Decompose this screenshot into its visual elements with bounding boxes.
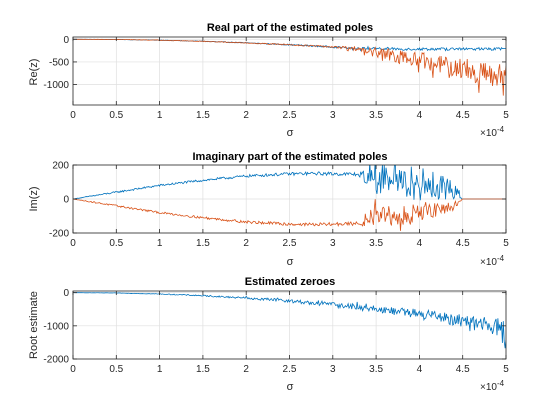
x-tick-label: 4 xyxy=(417,364,423,375)
x-axis-label: σ xyxy=(287,381,294,393)
panel-imag-poles: Imaginary part of the estimated poles Im… xyxy=(28,151,509,268)
y-tick-label: 200 xyxy=(52,161,69,172)
x-tick-label: 0.5 xyxy=(109,110,123,121)
x-tick-label: 0 xyxy=(70,110,76,121)
x-tick-label: 2.5 xyxy=(283,238,297,249)
x-tick-label: 1.5 xyxy=(196,238,210,249)
x-tick-label: 4.5 xyxy=(456,238,470,249)
x-tick-label: 5 xyxy=(503,238,509,249)
x-tick-label: 1.5 xyxy=(196,110,210,121)
x-tick-label: 3.5 xyxy=(369,238,383,249)
panel-zeroes: Estimated zeroes Root estimate σ ×10-4 0… xyxy=(28,276,509,393)
x-tick-label: 3.5 xyxy=(369,364,383,375)
y-tick-label: -2000 xyxy=(43,355,69,366)
x-tick-label: 2.5 xyxy=(283,110,297,121)
x-tick-label: 4 xyxy=(417,238,423,249)
series-line-0 xyxy=(73,292,506,349)
y-tick-label: -1000 xyxy=(43,80,69,91)
series-line-0 xyxy=(73,165,506,201)
x-tick-label: 2 xyxy=(243,110,249,121)
y-tick-label: -500 xyxy=(49,57,69,68)
x-tick-label: 2.5 xyxy=(283,364,297,375)
x-tick-label: 3 xyxy=(330,238,336,249)
panel-real-poles: Real part of the estimated poles Re(z) σ… xyxy=(28,22,509,139)
x-exponent: ×10-4 xyxy=(480,254,505,268)
x-tick-label: 0 xyxy=(70,364,76,375)
x-exponent-base: ×10 xyxy=(480,257,497,268)
x-tick-label: 3 xyxy=(330,110,336,121)
x-tick-label: 1 xyxy=(157,364,163,375)
x-tick-label: 3.5 xyxy=(369,110,383,121)
x-exponent-base: ×10 xyxy=(480,382,497,393)
x-tick-label: 4 xyxy=(417,110,423,121)
y-axis-label: Im(z) xyxy=(28,186,40,211)
y-axis-label: Root estimate xyxy=(28,291,40,359)
x-axis-label: σ xyxy=(287,256,294,268)
series-line-1 xyxy=(73,198,506,231)
y-tick-label: 0 xyxy=(63,195,69,206)
x-tick-label: 0 xyxy=(70,238,76,249)
x-tick-label: 5 xyxy=(503,364,509,375)
x-tick-label: 0.5 xyxy=(109,238,123,249)
x-tick-label: 0.5 xyxy=(109,364,123,375)
x-tick-label: 5 xyxy=(503,110,509,121)
x-tick-label: 1.5 xyxy=(196,364,210,375)
x-tick-label: 2 xyxy=(243,238,249,249)
panel-title: Imaginary part of the estimated poles xyxy=(193,151,388,163)
y-tick-label: 0 xyxy=(63,288,69,299)
y-tick-label: 0 xyxy=(63,35,69,46)
x-tick-label: 1 xyxy=(157,110,163,121)
panel-title: Real part of the estimated poles xyxy=(207,22,373,34)
x-tick-label: 4.5 xyxy=(456,110,470,121)
x-axis-label: σ xyxy=(287,127,294,139)
x-exponent: ×10-4 xyxy=(480,379,505,393)
x-exponent: ×10-4 xyxy=(480,125,505,139)
y-tick-label: -1000 xyxy=(43,321,69,332)
x-tick-label: 4.5 xyxy=(456,364,470,375)
y-axis-label: Re(z) xyxy=(28,59,40,86)
x-tick-label: 2 xyxy=(243,364,249,375)
series-line-1 xyxy=(73,38,506,96)
x-exponent-base: ×10 xyxy=(480,128,497,139)
y-tick-label: -200 xyxy=(49,229,69,240)
x-tick-label: 1 xyxy=(157,238,163,249)
x-exponent-power: -4 xyxy=(497,125,505,134)
x-exponent-power: -4 xyxy=(497,379,505,388)
x-tick-label: 3 xyxy=(330,364,336,375)
panel-title: Estimated zeroes xyxy=(245,276,335,288)
x-exponent-power: -4 xyxy=(497,254,505,263)
